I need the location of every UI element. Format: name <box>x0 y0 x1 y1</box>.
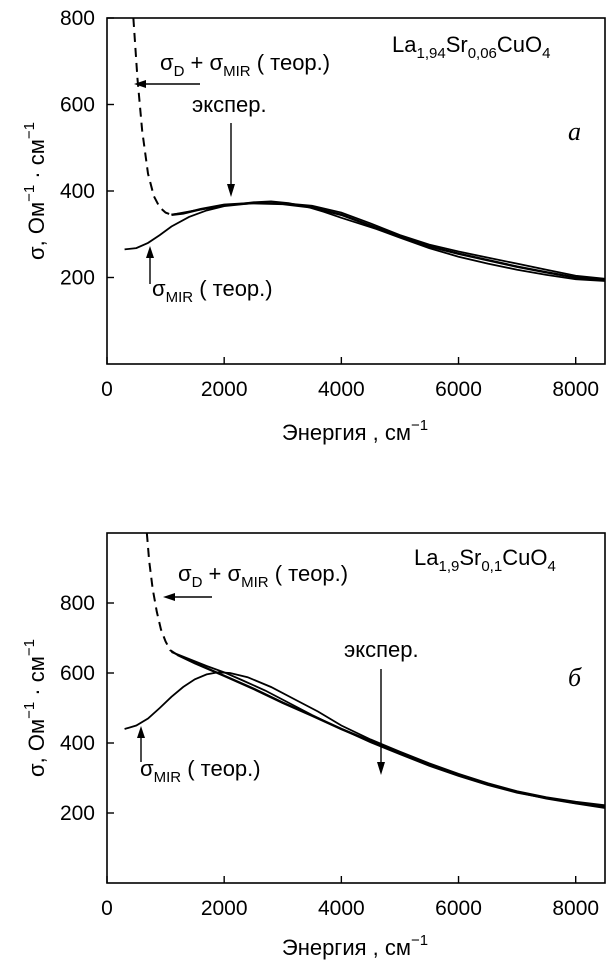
panel-letter-a: a <box>568 117 581 146</box>
series-1-line <box>124 202 606 280</box>
series-a <box>124 17 606 282</box>
arrow-total-b <box>163 593 212 601</box>
plot-frame-b <box>106 532 606 884</box>
x-tick-label: 0 <box>101 378 113 401</box>
y-tick-label: 800 <box>60 592 95 615</box>
panel-a: 0 2000 4000 6000 8000 200 400 600 800 σ, Ом−1 · … <box>21 7 606 445</box>
series-2-line <box>171 651 606 808</box>
annotation-exp-a: экспер. <box>192 92 267 117</box>
panel-b: 0 2000 4000 6000 8000 200 400 600 800 σ, Ом−1 · … <box>21 532 606 960</box>
x-tick-label: 2000 <box>201 897 248 920</box>
x-axis-label-b: Энергия , см−1 <box>282 932 428 960</box>
annotation-exp-b: экспер. <box>344 637 419 662</box>
annotation-mir-a: σMIR ( теор.) <box>152 276 273 306</box>
x-tick-label: 4000 <box>318 897 365 920</box>
y-tick-label: 400 <box>60 180 95 203</box>
x-tick-label: 8000 <box>552 897 599 920</box>
annotation-total-a: σD + σMIR ( теор.) <box>160 50 330 80</box>
panel-letter-b: б <box>568 663 582 692</box>
arrow-mir-a <box>146 246 154 284</box>
series-2-line <box>171 200 606 282</box>
x-tick-label: 2000 <box>201 378 248 401</box>
series-0-dashed-line <box>145 532 178 656</box>
y-tick-label: 200 <box>60 267 95 290</box>
x-tick-label: 6000 <box>435 897 482 920</box>
y-axis-label-b: σ, Ом−1 · см−1 <box>21 639 49 777</box>
series-0-dashed-line <box>132 17 172 216</box>
ticks-a: 0 2000 4000 6000 8000 200 400 600 800 <box>60 7 599 401</box>
x-axis-label-a: Энергия , см−1 <box>282 417 428 445</box>
annotation-total-b: σD + σMIR ( теор.) <box>178 561 348 591</box>
x-tick-label: 0 <box>101 897 113 920</box>
x-tick-label: 8000 <box>552 378 599 401</box>
y-axis-label-a: σ, Ом−1 · см−1 <box>21 122 49 260</box>
y-tick-label: 200 <box>60 802 95 825</box>
annotation-mir-b: σMIR ( теор.) <box>140 756 261 786</box>
series-0-line <box>176 653 606 809</box>
x-tick-label: 4000 <box>318 378 365 401</box>
y-tick-label: 400 <box>60 732 95 755</box>
y-tick-label: 600 <box>60 662 95 685</box>
ticks-b: 0 2000 4000 6000 8000 200 400 600 800 <box>60 592 599 920</box>
compound-formula-a: La1,94Sr0,06CuO4 <box>392 32 550 62</box>
series-b <box>124 532 606 809</box>
arrow-exp-b <box>377 669 385 775</box>
compound-formula-b: La1,9Sr0,1CuO4 <box>414 545 556 575</box>
y-tick-label: 800 <box>60 7 95 30</box>
arrow-total-a <box>134 80 200 88</box>
x-tick-label: 6000 <box>435 378 482 401</box>
arrow-exp-a <box>227 123 235 197</box>
series-1-line <box>124 671 606 807</box>
arrow-mir-b <box>137 726 145 762</box>
y-tick-label: 600 <box>60 94 95 117</box>
